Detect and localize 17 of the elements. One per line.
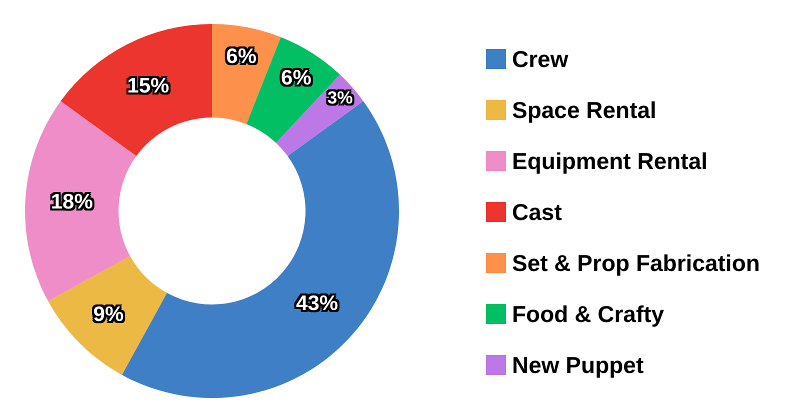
legend-label: Cast (512, 199, 562, 225)
data-label: 6% (281, 66, 312, 90)
data-label: 3% (327, 87, 354, 108)
legend-label: Space Rental (512, 97, 656, 123)
data-label: 9% (93, 302, 124, 326)
donut-slice (48, 256, 167, 375)
legend-label: Set & Prop Fabrication (512, 250, 760, 276)
legend-label: New Puppet (512, 352, 644, 378)
legend-label: Equipment Rental (512, 148, 708, 174)
data-label: 6% (226, 44, 257, 68)
donut-slice (60, 24, 212, 156)
legend-label: Crew (512, 46, 568, 72)
data-label: 43% (296, 292, 338, 316)
data-label: 15% (127, 74, 170, 98)
donut-slice (25, 101, 136, 302)
data-label: 18% (50, 190, 94, 214)
legend-label: Food & Crafty (512, 301, 664, 327)
